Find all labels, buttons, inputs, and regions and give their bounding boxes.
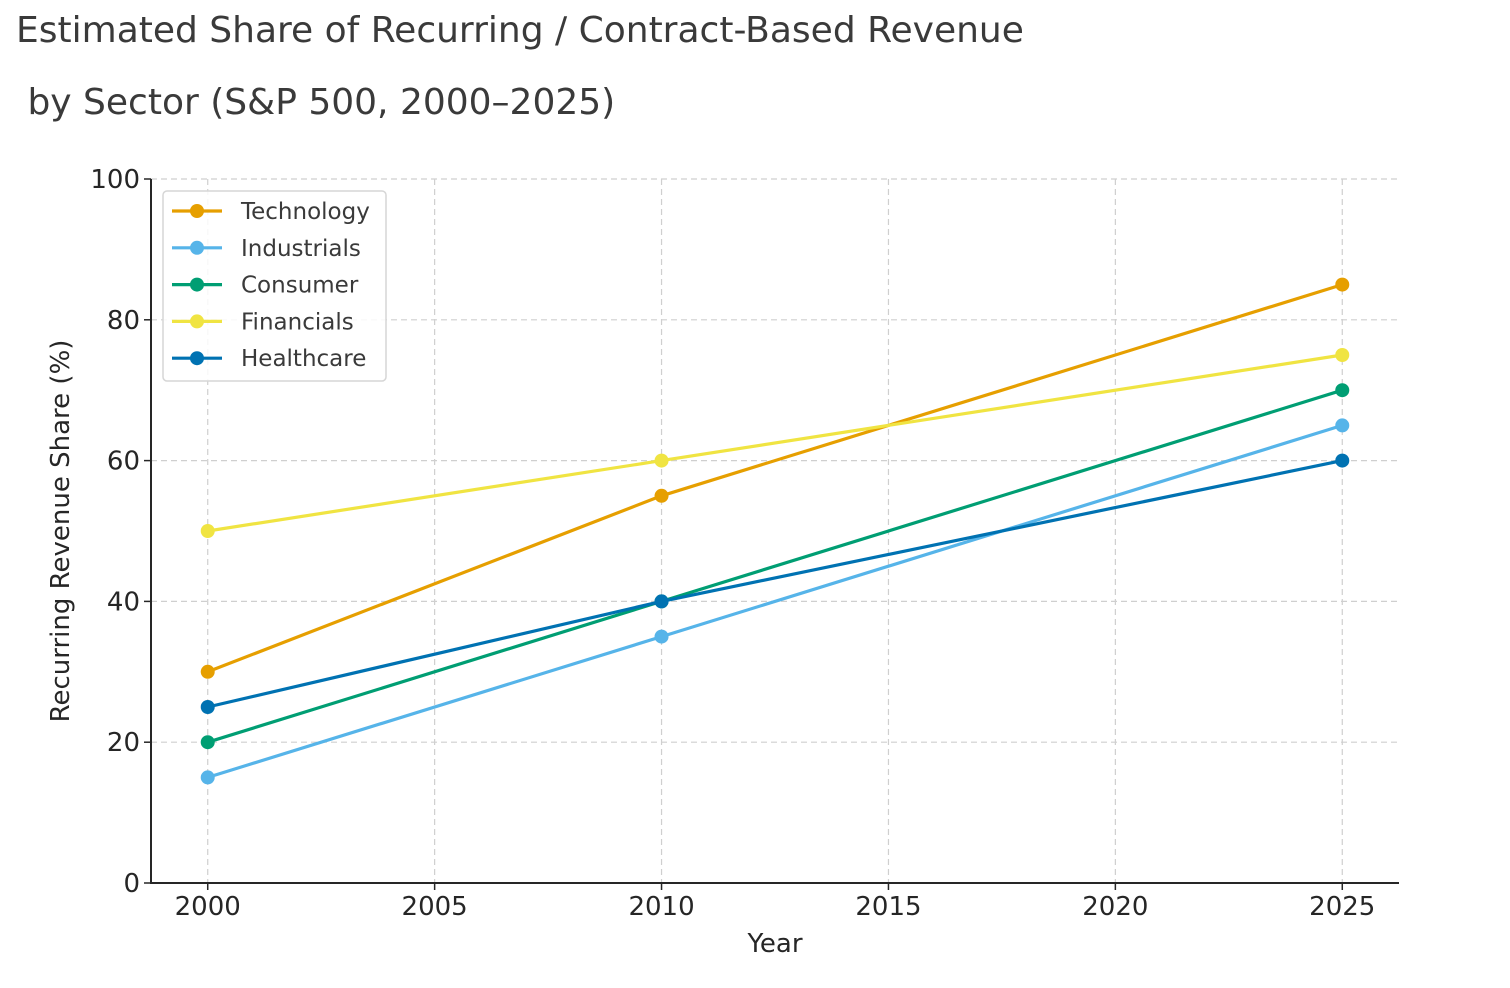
x-axis-label: Year xyxy=(746,929,802,959)
series-line xyxy=(206,459,1344,709)
legend-label: Healthcare xyxy=(241,346,366,372)
legend-swatch-marker xyxy=(190,240,204,255)
data-point xyxy=(654,488,669,503)
x-tick-label: 2020 xyxy=(1082,892,1148,922)
legend-label: Financials xyxy=(241,309,354,335)
x-tick-label: 2000 xyxy=(175,892,241,922)
legend: Technology Industrials Consumer Financials H… xyxy=(162,190,387,382)
x-tick-label: 2015 xyxy=(855,892,921,922)
data-point xyxy=(200,700,215,714)
series-technology xyxy=(200,277,1350,679)
y-tick-label: 40 xyxy=(107,587,140,617)
data-point xyxy=(200,664,215,679)
series-healthcare xyxy=(200,453,1350,714)
data-point xyxy=(200,735,215,750)
legend-swatch-marker xyxy=(190,204,204,218)
legend-frame xyxy=(162,190,387,382)
y-axis-label: Recurring Revenue Share (%) xyxy=(46,340,76,723)
legend-swatch-marker xyxy=(190,277,204,292)
axes xyxy=(150,179,1399,884)
data-point xyxy=(1335,418,1350,433)
data-point xyxy=(654,453,669,468)
legend-label: Technology xyxy=(240,199,370,225)
series-lines xyxy=(200,277,1350,785)
legend-label: Industrials xyxy=(241,236,361,262)
x-tick-label: 2005 xyxy=(402,892,468,922)
legend-swatch-marker xyxy=(190,351,204,366)
x-tick-label: 2025 xyxy=(1309,892,1375,922)
data-point xyxy=(200,770,215,785)
series-industrials xyxy=(200,418,1350,785)
y-tick-label: 80 xyxy=(107,306,140,336)
data-point xyxy=(654,629,669,644)
data-point xyxy=(654,594,669,609)
series-consumer xyxy=(200,383,1350,750)
legend-item-healthcare: Healthcare xyxy=(172,346,366,372)
chart-title-line-2: by Sector (S&P 500, 2000–2025) xyxy=(16,82,616,123)
x-tick-label: 2010 xyxy=(628,892,694,922)
legend-item-consumer: Consumer xyxy=(172,273,359,299)
legend-swatch-marker xyxy=(190,314,204,329)
data-point xyxy=(1335,348,1350,362)
series-financials xyxy=(200,348,1350,538)
chart-title-line-1: Estimated Share of Recurring / Contract-… xyxy=(16,10,1024,51)
legend-label: Consumer xyxy=(241,273,359,299)
legend-item-financials: Financials xyxy=(172,309,354,335)
x-ticks: 2000 2005 2010 2015 2020 2025 xyxy=(175,883,1375,922)
y-ticks: 0 20 40 60 80 100 xyxy=(90,165,151,899)
data-point xyxy=(1335,453,1350,468)
y-tick-label: 60 xyxy=(107,447,140,477)
legend-item-technology: Technology xyxy=(172,199,370,225)
data-point xyxy=(1335,383,1350,398)
data-point xyxy=(200,524,215,538)
data-point xyxy=(1335,277,1350,292)
y-tick-label: 100 xyxy=(90,165,140,195)
y-tick-label: 20 xyxy=(107,728,140,758)
y-tick-label: 0 xyxy=(123,869,140,899)
legend-item-industrials: Industrials xyxy=(172,236,361,262)
